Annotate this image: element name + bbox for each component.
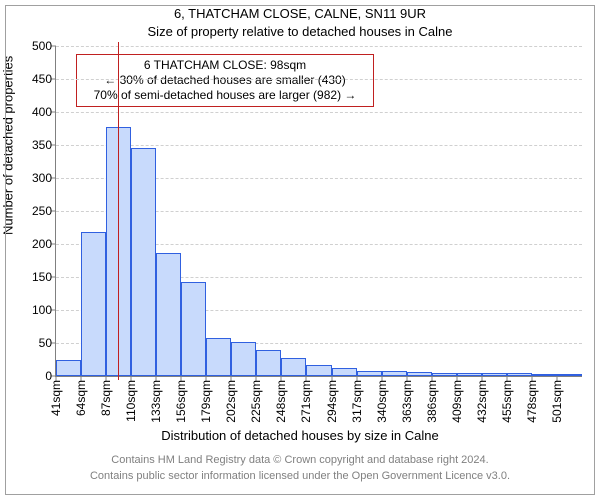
xtick-label: 455sqm <box>500 376 514 423</box>
footer-copyright: Contains HM Land Registry data © Crown c… <box>0 454 600 466</box>
xtick-label: 133sqm <box>149 376 163 423</box>
xtick-label: 271sqm <box>299 376 313 423</box>
gridline <box>56 46 582 47</box>
annotation-line-3: 70% of semi-detached houses are larger (… <box>83 88 367 103</box>
xtick-label: 87sqm <box>99 376 113 416</box>
marker-line <box>118 42 119 380</box>
ytick-label: 100 <box>32 303 56 317</box>
chart-subtitle: Size of property relative to detached ho… <box>0 24 600 39</box>
xtick-label: 363sqm <box>400 376 414 423</box>
xtick-label: 340sqm <box>375 376 389 423</box>
yaxis-title: Number of detached properties <box>1 56 16 235</box>
xtick-label: 225sqm <box>249 376 263 423</box>
annotation-box: 6 THATCHAM CLOSE: 98sqm ← 30% of detache… <box>76 54 374 107</box>
ytick-label: 250 <box>32 204 56 218</box>
ytick-label: 150 <box>32 270 56 284</box>
gridline <box>56 79 582 80</box>
ytick-label: 200 <box>32 237 56 251</box>
bar <box>131 148 156 376</box>
xtick-label: 294sqm <box>325 376 339 423</box>
ytick-label: 450 <box>32 72 56 86</box>
xtick-label: 432sqm <box>475 376 489 423</box>
annotation-line-1: 6 THATCHAM CLOSE: 98sqm <box>83 58 367 73</box>
bar <box>281 358 306 376</box>
ytick-label: 50 <box>39 336 56 350</box>
plot-area: 6 THATCHAM CLOSE: 98sqm ← 30% of detache… <box>55 46 582 377</box>
xaxis-title: Distribution of detached houses by size … <box>0 428 600 443</box>
bar <box>231 342 256 376</box>
bar <box>332 368 357 376</box>
xtick-label: 64sqm <box>74 376 88 416</box>
ytick-label: 500 <box>32 39 56 53</box>
bar <box>181 282 206 376</box>
gridline <box>56 112 582 113</box>
xtick-label: 179sqm <box>199 376 213 423</box>
xtick-label: 317sqm <box>350 376 364 423</box>
xtick-label: 156sqm <box>174 376 188 423</box>
chart-title: 6, THATCHAM CLOSE, CALNE, SN11 9UR <box>0 6 600 21</box>
bar <box>206 338 231 376</box>
ytick-label: 400 <box>32 105 56 119</box>
chart-container: 6, THATCHAM CLOSE, CALNE, SN11 9UR Size … <box>0 0 600 500</box>
xtick-label: 248sqm <box>274 376 288 423</box>
xtick-label: 386sqm <box>425 376 439 423</box>
gridline <box>56 145 582 146</box>
xtick-label: 409sqm <box>450 376 464 423</box>
xtick-label: 110sqm <box>124 376 138 422</box>
annotation-line-2: ← 30% of detached houses are smaller (43… <box>83 73 367 88</box>
bar <box>56 360 81 377</box>
bar <box>81 232 106 376</box>
xtick-label: 478sqm <box>525 376 539 423</box>
xtick-label: 501sqm <box>550 376 564 423</box>
xtick-label: 41sqm <box>49 376 63 416</box>
xtick-label: 202sqm <box>224 376 238 423</box>
footer-licence: Contains public sector information licen… <box>0 470 600 482</box>
ytick-label: 300 <box>32 171 56 185</box>
bar <box>306 365 331 376</box>
ytick-label: 350 <box>32 138 56 152</box>
bar <box>256 350 281 376</box>
bar <box>156 253 181 376</box>
